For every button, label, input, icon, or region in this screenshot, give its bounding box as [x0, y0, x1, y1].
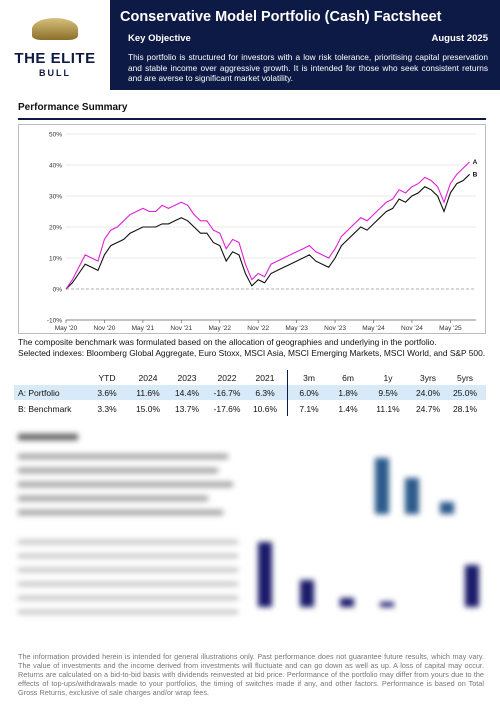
table-cell: 7.1% [299, 404, 319, 414]
table-cell: 11.1% [376, 404, 400, 414]
table-cell: 6.3% [255, 388, 275, 398]
subtitle: Key Objective [128, 33, 191, 44]
y-tick-label: 10% [49, 256, 62, 263]
table-cell: 14.4% [174, 388, 200, 398]
y-tick-label: 0% [53, 287, 63, 294]
table-cell: 24.7% [415, 404, 441, 414]
series-end-label: A [473, 159, 478, 166]
blurred-section [0, 430, 500, 640]
x-tick-label: Nov '20 [94, 325, 116, 332]
table-cell: 11.6% [136, 388, 160, 398]
table-cell: 28.1% [452, 404, 478, 414]
chart-frame [18, 124, 486, 334]
section-rule [18, 118, 486, 120]
performance-table: YTD 2024 2023 2022 2021 3m 6m 1y 3yrs 5yrs A: Port… [0, 370, 500, 420]
objective: This portfolio is structured for investo… [128, 52, 488, 83]
logo-top: THE ELITE [14, 50, 96, 67]
title: Conservative Model Portfolio (Cash) Fact… [120, 9, 442, 25]
x-tick-label: May '23 [285, 325, 308, 332]
logo-icon [32, 18, 78, 40]
x-tick-label: May '20 [55, 325, 78, 332]
section-title: Performance Summary [18, 102, 128, 113]
note: The composite benchmark was formulated b… [18, 337, 437, 347]
table-cell: 1.4% [338, 404, 358, 414]
chart: -10% 0% 10% 20% 30% 40% 50% May '20 Nov '20 May '… [18, 124, 486, 334]
logo-bottom: BULL [39, 68, 71, 78]
y-tick-label: 50% [49, 132, 62, 139]
header-band [110, 0, 500, 90]
y-tick-label: 30% [49, 194, 62, 201]
table-cell: -16.7% [213, 388, 241, 398]
table-cell: 1.8% [338, 388, 358, 398]
x-tick-label: May '21 [132, 325, 155, 332]
column-header: 3yrs [419, 373, 437, 383]
logo: THE ELITE BULL [0, 0, 110, 90]
column-separator [287, 370, 288, 416]
table-cell: 6.0% [299, 388, 319, 398]
row-label: B: Benchmark [18, 404, 72, 414]
column-header: 2021 [255, 373, 275, 383]
table-cell: 13.7% [174, 404, 200, 414]
disclaimer: The information provided herein is inten… [18, 652, 484, 697]
column-header: 1y [383, 373, 393, 383]
x-tick-label: Nov '24 [401, 325, 423, 332]
table-cell: 3.6% [97, 388, 117, 398]
table-cell: 15.0% [135, 404, 161, 414]
note: Selected indexes: Bloomberg Global Aggre… [18, 348, 486, 358]
table-cell: 24.0% [415, 388, 441, 398]
table-cell: 9.5% [378, 388, 398, 398]
x-tick-label: May '22 [208, 325, 231, 332]
series-end-label: B [473, 171, 478, 178]
y-tick-label: -10% [47, 318, 62, 325]
x-tick-label: May '24 [362, 325, 385, 332]
y-tick-label: 40% [49, 163, 62, 170]
table-cell: 3.3% [97, 404, 117, 414]
table-cell: -17.6% [213, 404, 241, 414]
row-highlight [14, 385, 486, 400]
column-header: 5yrs [456, 373, 474, 383]
table-cell: 10.6% [252, 404, 278, 414]
column-header: 2022 [217, 373, 237, 383]
column-header: 2023 [177, 373, 197, 383]
column-header: 2024 [138, 373, 158, 383]
column-header: YTD [98, 373, 116, 383]
table-cell: 25.0% [452, 388, 478, 398]
column-header: 6m [342, 373, 354, 383]
x-tick-label: Nov '23 [324, 325, 346, 332]
date: August 2025 [431, 33, 489, 44]
y-tick-label: 20% [49, 225, 62, 232]
x-tick-label: Nov '22 [247, 325, 269, 332]
row-label: A: Portfolio [18, 388, 60, 398]
x-tick-label: Nov '21 [170, 325, 192, 332]
series-line [65, 173, 470, 290]
x-tick-label: May '25 [439, 325, 462, 332]
column-header: 3m [303, 373, 315, 383]
series-line [65, 161, 470, 290]
